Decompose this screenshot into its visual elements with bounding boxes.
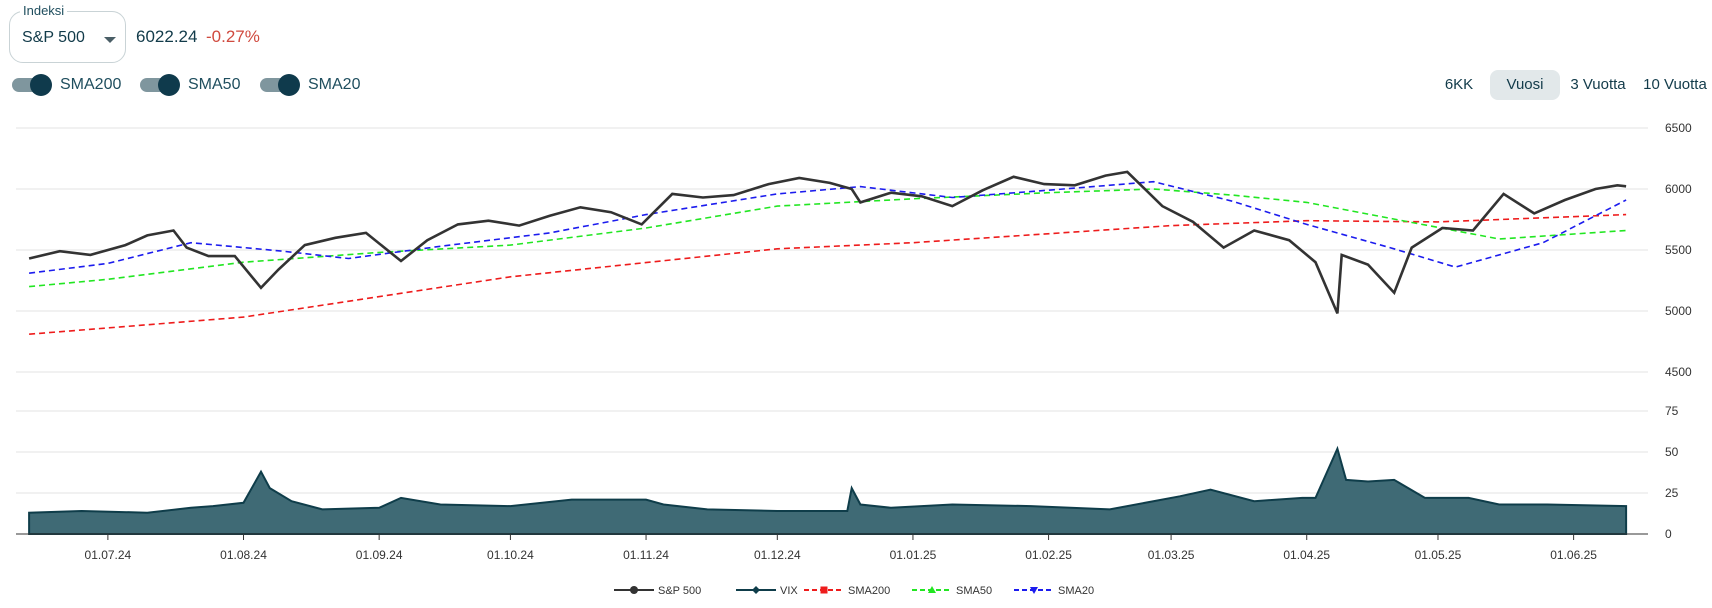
legend-label: S&P 500	[658, 585, 701, 597]
series-line-sma200	[29, 213, 1627, 335]
toggle-switch-icon[interactable]	[260, 74, 300, 96]
chevron-down-icon	[104, 37, 116, 43]
legend-label: SMA50	[956, 585, 992, 597]
x-tick-label: 01.07.24	[85, 548, 132, 562]
toggle-sma50[interactable]: SMA50	[140, 74, 240, 96]
legend-marker-icon	[928, 586, 936, 593]
toggle-switch-icon[interactable]	[12, 74, 52, 96]
x-tick-label: 01.02.25	[1025, 548, 1072, 562]
y-tick-label: 25	[1665, 486, 1679, 500]
x-tick-label: 01.01.25	[890, 548, 937, 562]
y-tick-label: 5500	[1665, 243, 1692, 257]
y-tick-label: 6500	[1665, 121, 1692, 135]
toggle-sma200[interactable]: SMA200	[12, 74, 121, 96]
range-6kk-button[interactable]: 6KK	[1444, 76, 1474, 93]
vix-area	[28, 445, 1628, 535]
x-tick-label: 01.06.25	[1550, 548, 1597, 562]
x-tick-label: 01.09.24	[356, 548, 403, 562]
x-tick-label: 01.03.25	[1148, 548, 1195, 562]
y-tick-label: 6000	[1665, 182, 1692, 196]
toggle-switch-icon[interactable]	[140, 74, 180, 96]
index-select-value: S&P 500	[22, 29, 85, 46]
x-tick-label: 01.12.24	[754, 548, 801, 562]
toggle-sma20-label: SMA20	[308, 76, 361, 93]
y-tick-label: 50	[1665, 445, 1679, 459]
index-price: 6022.24	[136, 27, 198, 46]
range-10y-button[interactable]: 10 Vuotta	[1643, 76, 1707, 93]
toggle-sma200-label: SMA200	[60, 76, 122, 93]
toggle-sma20[interactable]: SMA20	[260, 74, 360, 96]
x-tick-label: 01.10.24	[487, 548, 534, 562]
legend-marker-icon	[630, 586, 638, 594]
legend-label: VIX	[780, 585, 798, 597]
x-tick-label: 01.08.24	[220, 548, 267, 562]
range-year-button[interactable]: Vuosi	[1490, 70, 1560, 100]
toggle-sma50-label: SMA50	[188, 76, 241, 93]
x-tick-label: 01.04.25	[1283, 548, 1330, 562]
x-tick-label: 01.11.24	[623, 548, 669, 562]
legend-marker-icon	[1030, 587, 1038, 594]
legend-marker-icon	[820, 586, 828, 594]
range-3y-button[interactable]: 3 Vuotta	[1570, 76, 1626, 93]
legend-label: SMA200	[848, 585, 890, 597]
legend-marker-icon	[752, 586, 760, 594]
y-tick-label: 4500	[1665, 365, 1692, 379]
index-change: -0.27%	[206, 27, 260, 46]
y-tick-label: 5000	[1665, 304, 1692, 318]
x-tick-label: 01.05.25	[1415, 548, 1462, 562]
legend-label: SMA20	[1058, 585, 1094, 597]
series-line-sma50	[29, 188, 1627, 288]
series-line-sma20	[29, 180, 1627, 274]
index-select[interactable]: Indeksi S&P 500	[9, 3, 126, 63]
index-select-label: Indeksi	[20, 3, 68, 18]
y-tick-label: 0	[1665, 527, 1672, 541]
y-tick-label: 75	[1665, 404, 1679, 418]
series-line-s-p-500	[28, 170, 1627, 314]
